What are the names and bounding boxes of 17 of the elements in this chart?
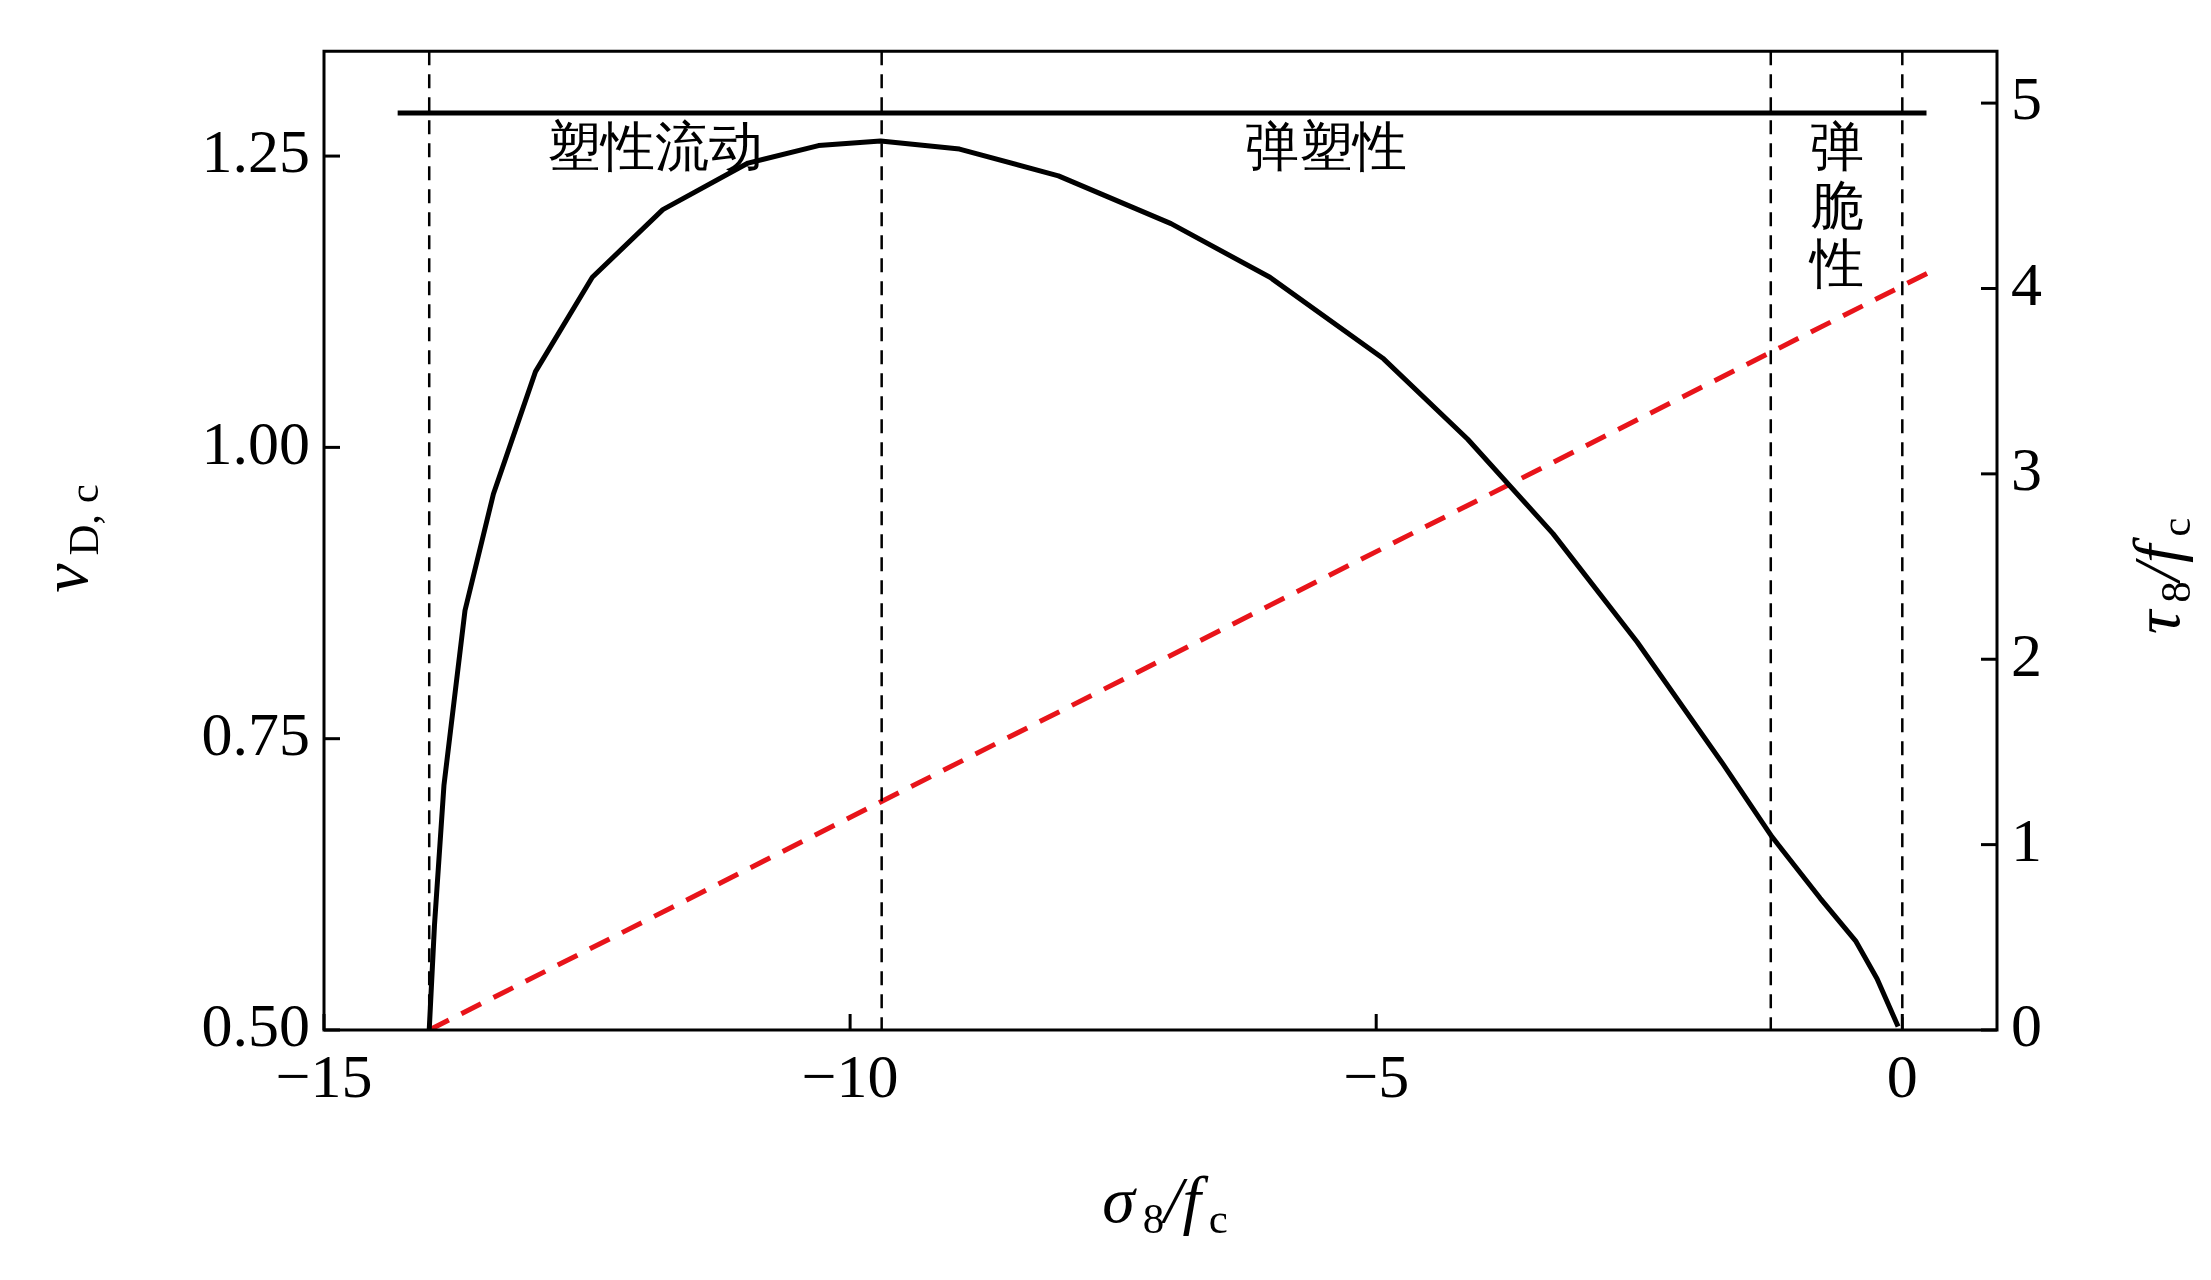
annotation: 弹脆性: [1807, 115, 1864, 295]
y2-tick-label: 4: [2011, 249, 2042, 318]
x-tick-label: −5: [1343, 1042, 1410, 1111]
y-tick-label: 0.75: [201, 699, 310, 768]
annotation: 弹塑性: [1245, 115, 1408, 179]
y2-tick-label: 0: [2011, 991, 2042, 1060]
x-tick-label: −10: [801, 1042, 899, 1111]
y2-tick-label: 3: [2011, 435, 2042, 504]
y2-axis-title: τ8/fc: [2120, 517, 2199, 635]
y-tick-label: 1.00: [201, 408, 310, 477]
annotation: 塑性流动: [547, 115, 764, 179]
y-axis-title: vD, c: [28, 484, 107, 593]
y2-tick-label: 2: [2011, 620, 2042, 689]
x-tick-label: 0: [1886, 1042, 1918, 1111]
y2-tick-label: 1: [2011, 805, 2042, 874]
y2-tick-label: 5: [2011, 64, 2042, 133]
y-tick-label: 1.25: [201, 117, 310, 186]
